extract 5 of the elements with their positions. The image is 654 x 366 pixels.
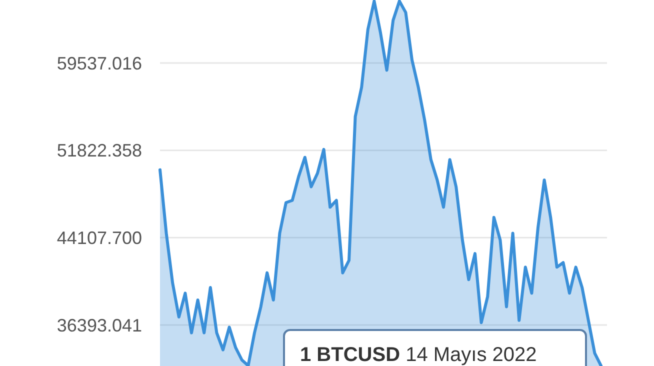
y-tick-label: 51822.358 xyxy=(56,140,142,161)
annotation: 1 BTCUSD 14 Mayıs 2022 xyxy=(300,344,537,366)
y-tick-label: 44107.700 xyxy=(56,228,142,248)
y-tick-label: 36393.041 xyxy=(56,315,142,336)
y-tick-label: 59537.016 xyxy=(56,53,142,74)
